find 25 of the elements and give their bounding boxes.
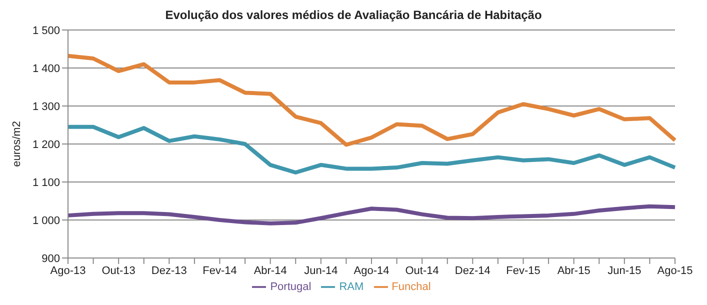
y-tick-label: 900 — [42, 252, 60, 265]
x-tick-label: Abr-14 — [254, 264, 287, 277]
chart-title: Evolução dos valores médios de Avaliação Bancária de Habitação — [164, 8, 543, 22]
y-tick-label: 1 100 — [32, 176, 60, 189]
x-tick-label: Fev-14 — [202, 264, 237, 277]
y-tick-label: 1 200 — [32, 138, 60, 151]
legend-label: Funchal — [392, 280, 431, 293]
y-tick-label: 1 500 — [32, 24, 60, 37]
legend-label: Portugal — [270, 280, 312, 293]
y-axis-title: euros/m2 — [10, 121, 23, 167]
x-tick-label: Dez-14 — [454, 264, 490, 277]
x-tick-label: Ago-13 — [50, 264, 86, 277]
x-tick-label: Dez-13 — [151, 264, 187, 277]
x-tick-label: Ago-14 — [354, 264, 390, 277]
x-tick-label: Out-14 — [405, 264, 439, 277]
x-tick-label: Jun-15 — [608, 264, 642, 277]
legend-label: RAM — [339, 280, 364, 293]
y-tick-label: 1 300 — [32, 100, 60, 113]
x-tick-label: Ago-15 — [657, 264, 693, 277]
y-tick-label: 1 400 — [32, 62, 60, 75]
x-tick-label: Abr-15 — [557, 264, 590, 277]
y-tick-label: 1 000 — [32, 214, 60, 227]
x-tick-label: Fev-15 — [506, 264, 540, 277]
x-tick-label: Jun-14 — [304, 264, 338, 277]
x-tick-label: Out-13 — [102, 264, 136, 277]
